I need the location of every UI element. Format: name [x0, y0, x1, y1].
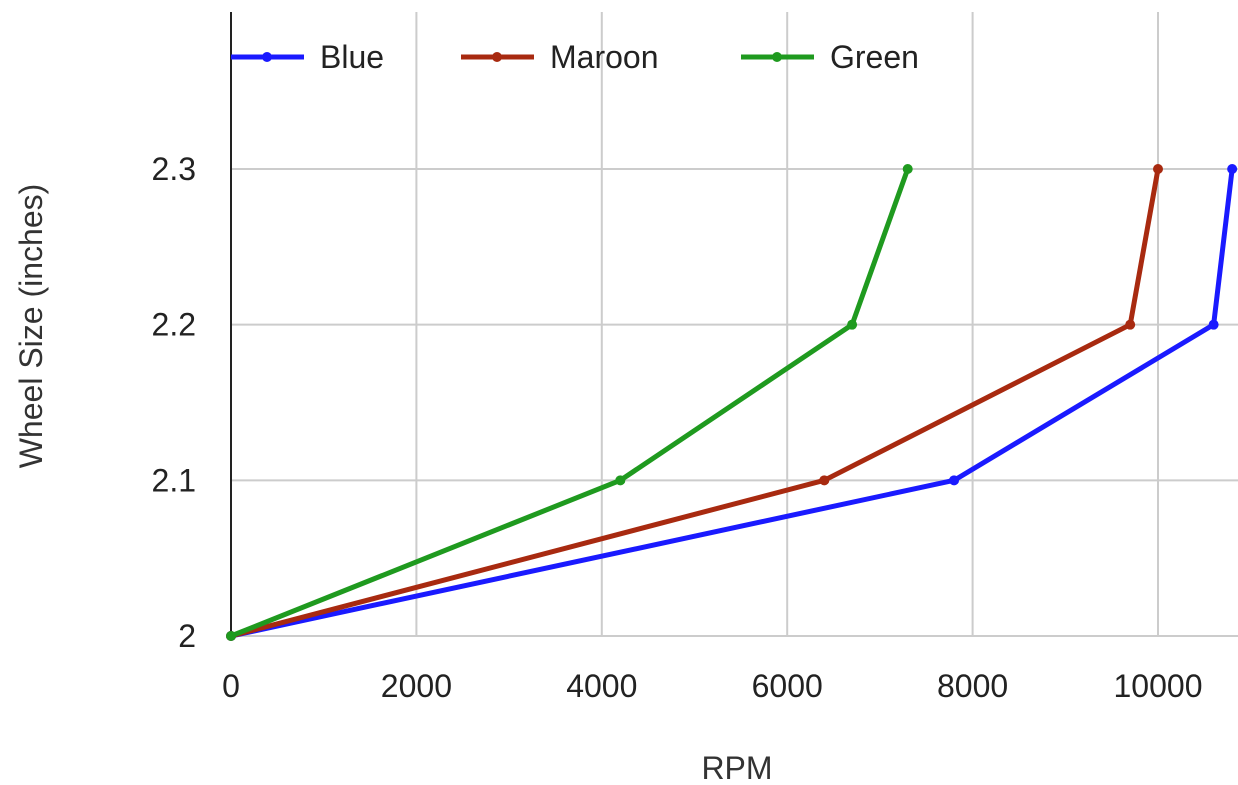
legend-label-maroon: Maroon — [550, 39, 659, 75]
legend-item-maroon: Maroon — [461, 39, 659, 75]
legend: Blue Maroon Green — [231, 39, 919, 75]
data-point-green — [226, 631, 236, 641]
legend-marker-maroon — [492, 52, 502, 62]
data-point-maroon — [1153, 164, 1163, 174]
legend-label-green: Green — [830, 39, 919, 75]
legend-marker-green — [772, 52, 782, 62]
grid — [231, 12, 1238, 637]
legend-label-blue: Blue — [320, 39, 384, 75]
x-tick-label: 0 — [222, 668, 240, 704]
legend-item-blue: Blue — [231, 39, 384, 75]
data-point-maroon — [819, 475, 830, 486]
data-point-green — [902, 164, 913, 174]
x-tick-label: 10000 — [1114, 668, 1203, 704]
x-tick-label: 4000 — [566, 668, 637, 704]
series-line-green — [228, 166, 911, 639]
data-point-green — [615, 475, 626, 486]
data-point-blue — [949, 475, 960, 486]
y-tick-label: 2.3 — [152, 151, 196, 187]
series-line-blue — [228, 166, 1235, 639]
legend-marker-blue — [262, 52, 272, 62]
y-axis-title: Wheel Size (inches) — [13, 184, 49, 469]
data-point-green — [847, 319, 858, 330]
x-axis-title: RPM — [701, 750, 772, 785]
data-point-blue — [1208, 319, 1219, 330]
data-point-blue — [1227, 164, 1238, 174]
series-line-maroon — [228, 166, 1161, 639]
series-group — [226, 164, 1238, 641]
x-tick-label: 6000 — [752, 668, 823, 704]
data-point-maroon — [1125, 319, 1136, 330]
x-tick-label: 8000 — [937, 668, 1008, 704]
y-tick-label: 2.2 — [152, 307, 196, 343]
y-tick-label: 2 — [178, 618, 196, 654]
y-tick-label: 2.1 — [152, 462, 196, 498]
axes: 0 2000 4000 6000 8000 10000 2 2.1 2.2 2.3 — [152, 12, 1203, 704]
legend-item-green: Green — [741, 39, 919, 75]
x-tick-label: 2000 — [381, 668, 452, 704]
